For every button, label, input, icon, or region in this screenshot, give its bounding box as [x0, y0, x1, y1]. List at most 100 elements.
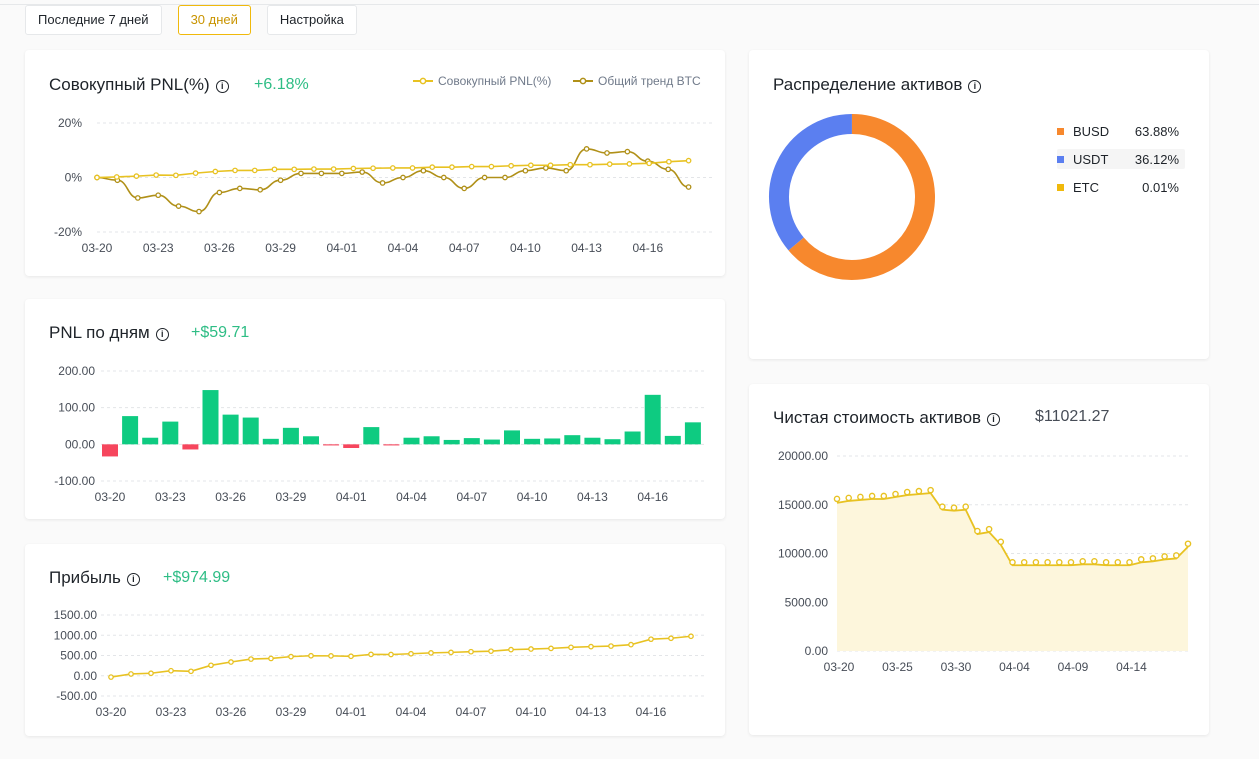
net-worth-point: [1067, 558, 1075, 566]
info-icon[interactable]: i: [987, 413, 1001, 426]
cumulative-pnl-point: [133, 173, 140, 179]
cumulative-pnl-line: [96, 159, 689, 179]
btc-trend-point: [236, 185, 243, 192]
cum-x-tick-label: 03-20: [82, 241, 113, 255]
tab-30-days[interactable]: 30 дней: [177, 5, 251, 35]
profit-point: [208, 662, 214, 669]
usdt-swatch: [1057, 155, 1064, 163]
net-worth-card: Чистая стоимость активов i $11021.27 2000…: [749, 384, 1209, 735]
info-icon[interactable]: i: [968, 80, 982, 93]
net-worth-point: [857, 493, 864, 501]
info-icon[interactable]: i: [126, 573, 140, 586]
daily-y-tick-label: -100.00: [54, 474, 95, 488]
net-worth-point: [974, 527, 981, 535]
cum-y-tick-label: 20%: [58, 116, 82, 130]
btc-trend-point: [481, 174, 488, 181]
etc-swatch: [1057, 183, 1064, 191]
daily-pnl-bar: [564, 435, 581, 445]
net-worth-point: [845, 494, 852, 502]
btc-trend-point: [338, 170, 345, 177]
cumulative-pnl-point: [173, 172, 179, 179]
daily-pnl-bar: [624, 431, 641, 445]
daily-x-tick-label: 03-26: [215, 490, 246, 504]
net-worth-title-text: Чистая стоимость активов: [773, 408, 982, 427]
tab-last-7-days[interactable]: Последние 7 дней: [25, 5, 162, 35]
cum-x-tick-label: 03-26: [204, 241, 235, 255]
btc-trend-point: [604, 150, 610, 156]
daily-pnl-bar: [463, 438, 480, 445]
cumulative-pnl-point: [389, 165, 396, 171]
cumulative-pnl-point: [527, 162, 534, 169]
profit-x-tick-label: 04-07: [456, 705, 487, 719]
profit-point: [328, 653, 334, 659]
net-worth-y-tick-label: 15000.00: [778, 498, 828, 512]
top-divider: [0, 4, 1259, 5]
profit-point: [648, 636, 654, 643]
btc-trend-point: [155, 192, 162, 199]
daily-pnl-bar: [423, 436, 440, 445]
cumulative-pnl-point: [192, 170, 199, 176]
cumulative-pnl-point: [232, 167, 238, 174]
cumulative-pnl-point: [311, 166, 317, 172]
profit-point: [128, 671, 134, 677]
usdt-label: USDT: [1073, 151, 1109, 167]
btc-trend-point: [175, 203, 182, 209]
profit-y-tick-label: 1000.00: [54, 628, 98, 642]
cumulative-pnl-point: [153, 172, 160, 178]
daily-pnl-card: PNL по дням i +$59.71 200.00 100.00 00.00 -1…: [25, 299, 725, 519]
btc-trend-point: [318, 170, 325, 177]
profit-x-tick-label: 03-26: [216, 705, 247, 719]
daily-pnl-bar: [222, 414, 239, 445]
btc-trend-point: [685, 184, 692, 190]
net-worth-point: [985, 525, 993, 533]
cumulative-pnl-point: [251, 167, 258, 174]
usdt-pct: 36.12%: [1134, 151, 1179, 167]
btc-trend-point: [134, 195, 141, 201]
tab-custom[interactable]: Настройка: [266, 5, 357, 35]
daily-pnl-title: PNL по дням i: [49, 323, 169, 343]
net-worth-point: [892, 490, 899, 498]
info-icon[interactable]: i: [155, 328, 169, 341]
cumulative-pnl-point: [409, 165, 416, 171]
btc-trend-point: [216, 189, 223, 196]
cum-x-tick-label: 03-29: [265, 241, 296, 255]
daily-pnl-bar: [443, 439, 460, 445]
info-icon[interactable]: i: [215, 80, 229, 93]
btc-trend-point: [624, 148, 631, 155]
net-worth-x-tick-label: 03-20: [824, 660, 855, 674]
cum-y-tick-label: -20%: [54, 225, 82, 239]
btc-trend-point: [644, 158, 651, 165]
cumulative-pnl-point: [626, 161, 633, 167]
busd-pct: 63.88%: [1134, 123, 1179, 139]
cumulative-pnl-point: [212, 168, 219, 175]
daily-pnl-bar: [524, 438, 541, 445]
btc-trend-line: [96, 148, 689, 213]
daily-x-tick-label: 04-07: [456, 490, 487, 504]
net-worth-value: $11021.27: [1035, 408, 1110, 425]
profit-point: [308, 652, 314, 659]
net-worth-point: [903, 488, 911, 496]
cumulative-pnl-point: [547, 162, 554, 169]
net-worth-y-tick-label: 20000.00: [778, 449, 828, 463]
cumulative-pnl-point: [587, 161, 593, 168]
profit-line: [110, 635, 692, 678]
btc-trend-point: [420, 167, 427, 174]
profit-x-tick-label: 04-04: [396, 705, 427, 719]
net-worth-x-tick-label: 04-04: [999, 660, 1030, 674]
profit-point: [628, 641, 634, 648]
net-worth-x-tick-label: 03-30: [941, 660, 972, 674]
profit-point: [688, 633, 694, 640]
btc-trend-point: [359, 169, 366, 175]
cumulative-pnl-point: [94, 174, 100, 181]
profit-point: [228, 659, 234, 665]
legend-usdt: USDT 36.12%: [1057, 149, 1185, 169]
profit-chart: 1500.00 1000.00 500.00 0.00 -500.00 03-20 03-2…: [54, 608, 705, 719]
daily-pnl-bar: [544, 438, 561, 445]
net-worth-point: [927, 486, 934, 494]
profit-point: [368, 651, 374, 658]
btc-trend-point: [583, 146, 590, 152]
profit-x-tick-label: 03-23: [156, 705, 187, 719]
daily-y-tick-label: 200.00: [58, 364, 95, 378]
daily-pnl-bar: [644, 394, 661, 445]
net-worth-point: [1020, 558, 1028, 566]
